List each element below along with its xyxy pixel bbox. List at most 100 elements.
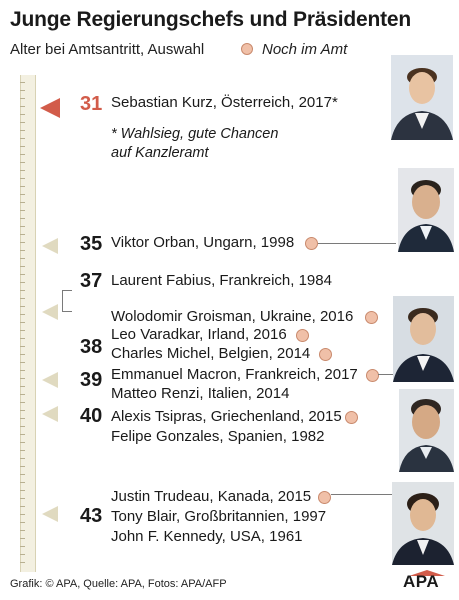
ruler-tick [20, 258, 25, 259]
ruler-tick [20, 386, 25, 387]
ruler-tick [20, 226, 25, 227]
in-office-dot-icon [318, 491, 331, 504]
ruler-tick [20, 98, 25, 99]
ruler-tick [20, 426, 25, 427]
ruler-tick [20, 234, 25, 235]
trudeau-photo-connector [331, 494, 441, 495]
entry-label: John F. Kennedy, USA, 1961 [111, 528, 303, 545]
entry-label: Leo Varadkar, Irland, 2016 [111, 326, 287, 343]
ruler-tick [20, 106, 25, 107]
ruler-tick [20, 450, 25, 451]
in-office-dot-icon [345, 411, 358, 424]
ruler-tick [20, 130, 25, 131]
ruler-tick [20, 218, 25, 219]
ruler-tick [20, 362, 25, 363]
in-office-dot-icon [365, 311, 378, 324]
ruler-tick [20, 274, 25, 275]
age-marker-icon [42, 304, 58, 320]
ruler-tick [20, 442, 25, 443]
ruler-tick [20, 306, 25, 307]
ruler-tick [20, 394, 25, 395]
entry-label: Emmanuel Macron, Frankreich, 2017 [111, 366, 358, 383]
ruler-tick [20, 458, 25, 459]
age-label: 35 [80, 233, 103, 255]
kurz-photo [391, 55, 453, 140]
entry-label: Tony Blair, Großbritannien, 1997 [111, 508, 327, 525]
entry-label: Felipe Gonzales, Spanien, 1982 [111, 428, 325, 445]
ruler-tick [20, 530, 25, 531]
ruler-tick [20, 154, 25, 155]
entry-label: Alexis Tsipras, Griechenland, 2015 [111, 408, 342, 425]
trudeau-photo [392, 482, 454, 565]
in-office-dot-icon [305, 237, 318, 250]
ruler-tick [20, 122, 25, 123]
orban-photo-connector [318, 243, 396, 244]
ruler-tick [20, 298, 25, 299]
ruler-tick [20, 170, 25, 171]
ruler-tick [20, 402, 25, 403]
entry-label: Charles Michel, Belgien, 2014 [111, 345, 311, 362]
age-label: 40 [80, 405, 103, 427]
chart-subtitle: Alter bei Amtsantritt, Auswahl [10, 41, 205, 58]
chart-title: Junge Regierungschefs und Präsidenten [10, 8, 412, 31]
age-marker-icon [42, 406, 58, 422]
ruler-tick [20, 114, 25, 115]
legend-in-office-dot-icon [241, 43, 253, 55]
entry-label: Laurent Fabius, Frankreich, 1984 [111, 272, 332, 289]
ruler-tick [20, 354, 25, 355]
ruler-tick [20, 322, 25, 323]
ruler-tick [20, 498, 25, 499]
ruler-tick [20, 266, 25, 267]
ruler-tick [20, 514, 25, 515]
ruler-tick [20, 210, 25, 211]
macron-photo [393, 296, 454, 382]
footnote-line: * Wahlsieg, gute Chancen [111, 126, 279, 142]
ruler-tick [20, 82, 25, 83]
ruler-tick [20, 282, 25, 283]
ruler-tick [20, 178, 25, 179]
ruler-tick [20, 466, 25, 467]
ruler-tick [20, 138, 25, 139]
age-label: 31 [80, 93, 103, 115]
ruler-tick [20, 562, 25, 563]
age-ruler [20, 75, 36, 572]
entry-label: Matteo Renzi, Italien, 2014 [111, 385, 290, 402]
in-office-dot-icon [296, 329, 309, 342]
ruler-tick [20, 242, 25, 243]
ruler-tick [20, 506, 25, 507]
ruler-tick [20, 194, 25, 195]
ruler-tick [20, 434, 25, 435]
ruler-tick [20, 370, 25, 371]
ruler-tick [20, 410, 25, 411]
source-credit: Grafik: © APA, Quelle: APA, Fotos: APA/A… [10, 578, 227, 590]
ruler-tick [20, 162, 25, 163]
footnote-line: auf Kanzleramt [111, 145, 209, 161]
macron-photo-connector [378, 374, 394, 375]
in-office-dot-icon [366, 369, 379, 382]
legend-in-office-label: Noch im Amt [262, 41, 348, 58]
ruler-tick [20, 490, 25, 491]
age-marker-icon [42, 238, 58, 254]
age-marker-icon [42, 506, 58, 522]
ruler-tick [20, 290, 25, 291]
ruler-tick [20, 202, 25, 203]
entry-label: Viktor Orban, Ungarn, 1998 [111, 234, 295, 251]
orban-photo [398, 168, 454, 252]
ruler-tick [20, 474, 25, 475]
ruler-tick [20, 338, 25, 339]
ruler-tick [20, 482, 25, 483]
ruler-tick [20, 250, 25, 251]
age-marker-icon [40, 98, 60, 118]
ruler-tick [20, 538, 25, 539]
entry-label: Wolodomir Groisman, Ukraine, 2016 [111, 308, 354, 325]
ruler-tick [20, 522, 25, 523]
ruler-tick [20, 314, 25, 315]
tsipras-photo [399, 389, 454, 472]
in-office-dot-icon [319, 348, 332, 361]
age-label: 39 [80, 369, 103, 391]
ruler-tick [20, 546, 25, 547]
ruler-tick [20, 346, 25, 347]
ruler-tick [20, 146, 25, 147]
apa-logo-text: APA [403, 572, 440, 591]
ruler-tick [20, 418, 25, 419]
